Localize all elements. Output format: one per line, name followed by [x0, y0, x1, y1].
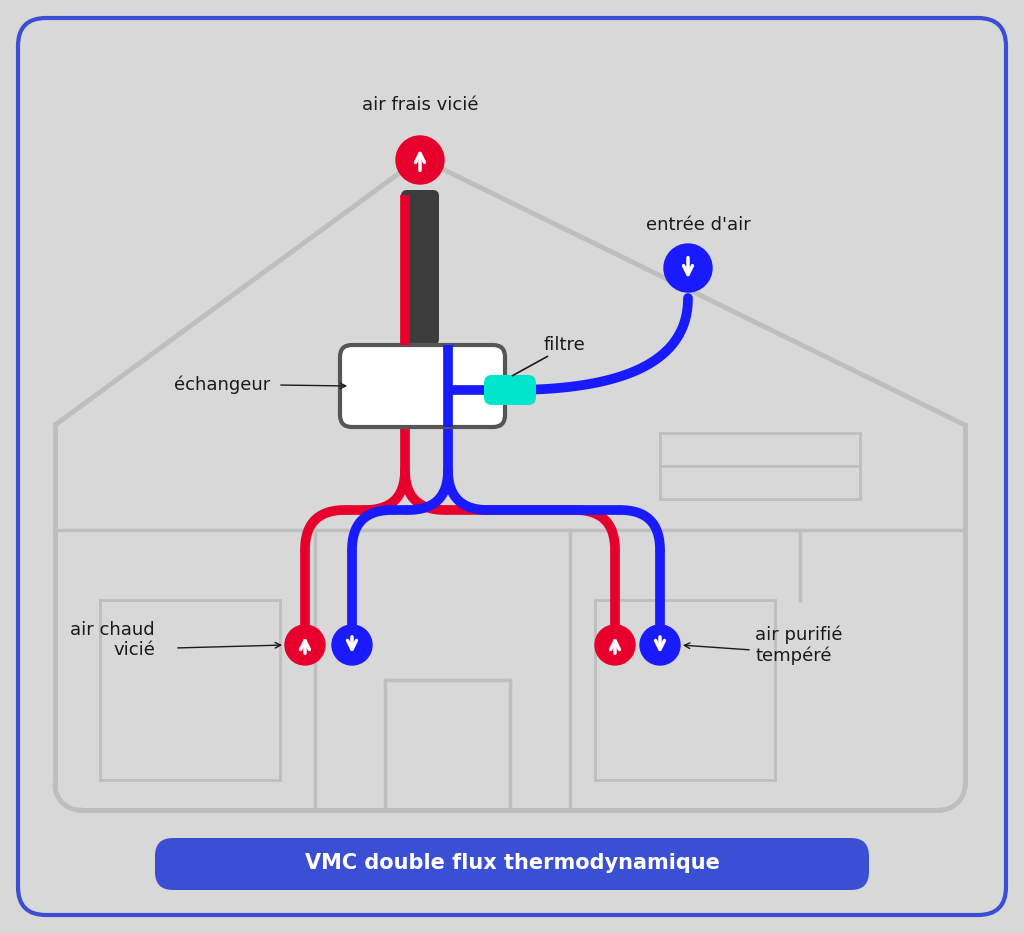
Circle shape [332, 625, 372, 665]
Text: entrée d'air: entrée d'air [645, 216, 751, 234]
Text: air frais vicié: air frais vicié [361, 96, 478, 114]
Text: échangeur: échangeur [174, 376, 270, 395]
Text: VMC double flux thermodynamique: VMC double flux thermodynamique [304, 853, 720, 873]
Circle shape [664, 244, 712, 292]
Circle shape [640, 625, 680, 665]
FancyBboxPatch shape [18, 18, 1006, 915]
Text: air chaud
vicié: air chaud vicié [71, 620, 155, 660]
Text: air purifié
tempéré: air purifié tempéré [755, 625, 843, 665]
Circle shape [396, 136, 444, 184]
Circle shape [285, 625, 325, 665]
FancyBboxPatch shape [484, 375, 536, 405]
FancyBboxPatch shape [340, 345, 505, 427]
FancyBboxPatch shape [401, 190, 439, 345]
Text: filtre: filtre [544, 336, 586, 354]
FancyBboxPatch shape [155, 838, 869, 890]
Circle shape [595, 625, 635, 665]
